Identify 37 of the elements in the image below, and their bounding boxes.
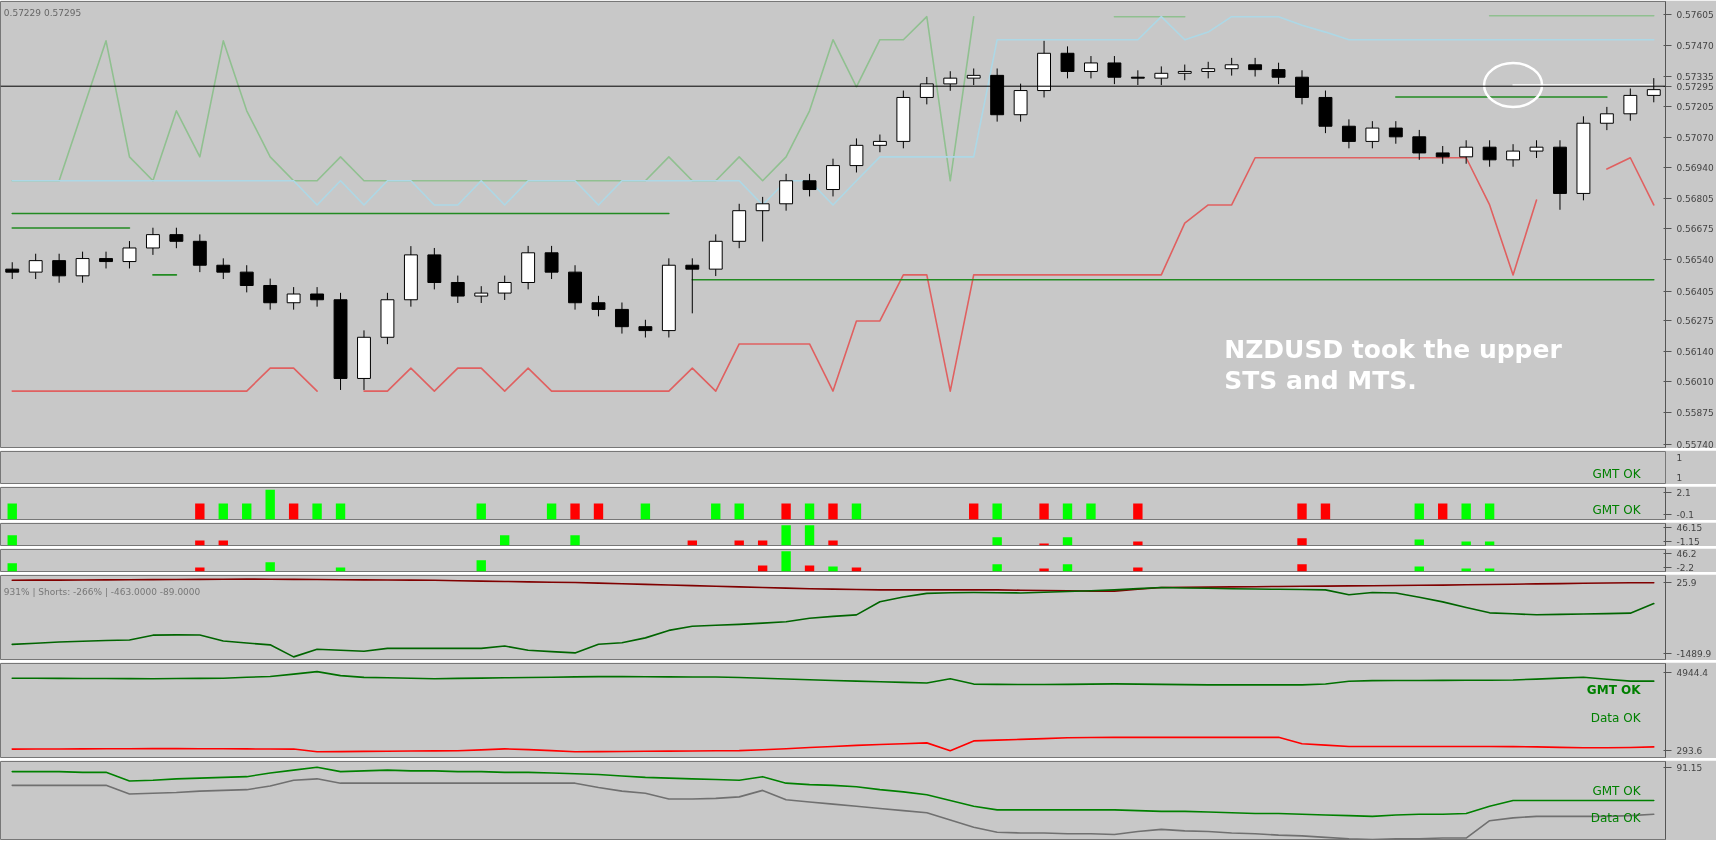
y-tick-label: 0.56405 bbox=[1676, 286, 1714, 297]
text: 46.15 bbox=[1676, 523, 1703, 534]
text: 1 bbox=[1676, 453, 1683, 464]
annotation: 0.57229 0.57295 bbox=[3, 7, 82, 18]
annotation: GMT OK bbox=[1592, 502, 1642, 517]
text: 46.2 bbox=[1676, 549, 1697, 560]
y-tick-label: 0.55740 bbox=[1676, 439, 1714, 450]
text: -2.2 bbox=[1676, 562, 1695, 573]
annotation: GMT OK bbox=[1592, 784, 1642, 799]
y-tick-label: 0.56140 bbox=[1676, 347, 1714, 358]
annotation: GMT OK bbox=[1586, 682, 1642, 697]
y-tick-label: 0.55875 bbox=[1676, 408, 1714, 419]
y-tick-label: 0.57070 bbox=[1676, 133, 1714, 144]
y-tick-label: 25.9 bbox=[1676, 578, 1697, 589]
y-tick-label: 0.57335 bbox=[1676, 72, 1714, 83]
y-tick-label: 0.57470 bbox=[1676, 41, 1714, 52]
y-tick-label: 0.57205 bbox=[1676, 102, 1714, 113]
annotation: Data OK bbox=[1590, 810, 1642, 825]
y-tick-label: 0.56275 bbox=[1676, 316, 1714, 327]
y-tick-label: 4944.4 bbox=[1676, 667, 1709, 678]
text: 2.1 bbox=[1676, 487, 1691, 498]
y-tick-label: -1489.9 bbox=[1676, 649, 1712, 660]
ref-line-label: 0.57295 bbox=[1676, 81, 1714, 92]
text: 91.15 bbox=[1676, 763, 1703, 774]
y-tick-label: 0.57605 bbox=[1676, 10, 1714, 21]
y-tick-label: 0.56940 bbox=[1676, 163, 1714, 174]
y-tick-label: 293.6 bbox=[1676, 746, 1703, 757]
y-tick-label: 0.56540 bbox=[1676, 255, 1714, 266]
text: 1 bbox=[1676, 472, 1683, 483]
annotation: 931% | Shorts: -266% | -463.0000 -89.0000 bbox=[3, 587, 201, 598]
text: -0.1 bbox=[1676, 510, 1695, 521]
annotation: Data OK bbox=[1590, 711, 1642, 726]
text: GMT OK bbox=[1592, 466, 1642, 481]
y-tick-label: 0.56675 bbox=[1676, 224, 1714, 235]
text: -1.15 bbox=[1676, 536, 1700, 547]
y-tick-label: 0.56805 bbox=[1676, 194, 1714, 205]
y-tick-label: 0.56010 bbox=[1676, 377, 1714, 388]
